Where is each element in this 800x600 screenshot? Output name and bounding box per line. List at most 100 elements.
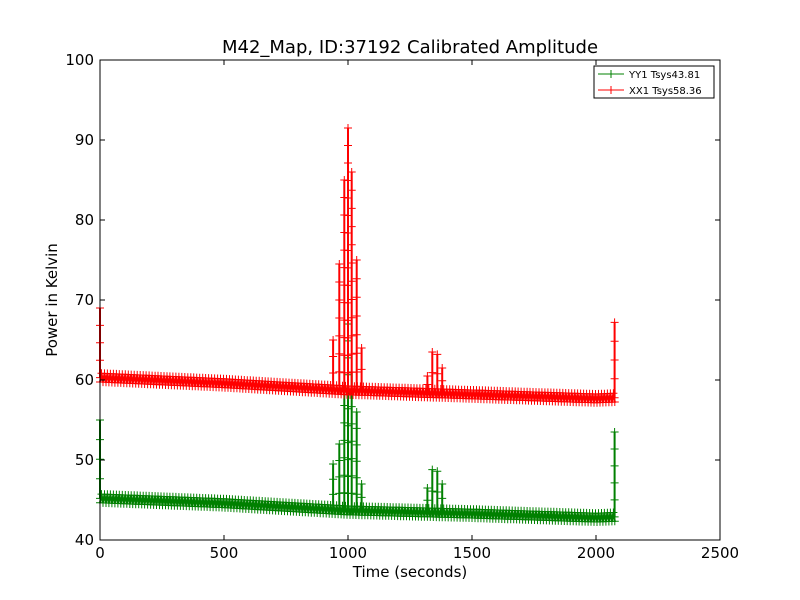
spike-point	[340, 488, 349, 497]
spike-point	[438, 508, 447, 517]
spike-point	[347, 350, 356, 359]
spike-point	[433, 467, 442, 476]
spike-point	[344, 229, 352, 237]
spike-point	[335, 489, 344, 498]
data-point	[609, 508, 618, 517]
spike-point	[610, 478, 619, 487]
spike-point	[347, 437, 356, 446]
spike-point	[347, 454, 356, 463]
y-tick-label: 80	[75, 211, 94, 229]
legend-box	[593, 65, 715, 99]
x-tick-label: 2500	[701, 544, 739, 562]
axis-ticks: 0 500 1000 1500 2000 2500 40 50 60 70 80 90 100	[65, 51, 739, 562]
y-tick-label: 90	[75, 131, 94, 149]
spike-point	[610, 318, 619, 327]
spike-point	[357, 493, 366, 502]
spike-point	[329, 352, 338, 361]
spike-point	[340, 471, 349, 480]
spike-point	[438, 494, 447, 503]
spike-point	[428, 368, 437, 377]
y-axis-label: Power in Kelvin	[43, 243, 61, 357]
spike-point	[433, 350, 442, 359]
x-tick-label: 2000	[577, 544, 615, 562]
spike-point	[335, 472, 344, 481]
spike-point	[610, 445, 619, 453]
y-tick-label: 100	[65, 51, 94, 69]
spike-point	[344, 176, 352, 185]
spike-point	[347, 295, 356, 304]
spike-point	[438, 480, 447, 488]
x-tick-label: 0	[95, 544, 105, 562]
spike-point	[329, 475, 338, 484]
spike-point	[347, 402, 356, 411]
spike-point	[357, 480, 366, 488]
spike-point	[340, 453, 349, 462]
legend-marker	[607, 86, 615, 94]
spike-point	[352, 490, 361, 499]
spike-point	[357, 386, 366, 395]
spike-point	[428, 487, 437, 496]
plot-frame	[99, 59, 721, 541]
spike-point	[352, 408, 361, 416]
spike-point	[352, 473, 361, 482]
spike-point	[335, 456, 344, 465]
data-point	[609, 389, 618, 398]
spike-point	[347, 471, 356, 480]
spike-point	[610, 461, 619, 470]
spike-point	[428, 465, 437, 474]
spike-point	[344, 351, 352, 360]
spike-point	[610, 495, 619, 504]
spike-point	[610, 374, 619, 383]
spike-point	[335, 260, 344, 268]
spike-point	[347, 259, 356, 267]
spike-point	[438, 389, 447, 398]
spike-point	[344, 298, 352, 307]
spike-point	[423, 380, 432, 389]
spike-point	[329, 369, 338, 377]
spike-point	[329, 460, 338, 468]
spike-point	[610, 393, 619, 402]
spike-point	[344, 421, 352, 430]
spike-point	[335, 440, 344, 448]
spike-point	[344, 246, 352, 255]
plot-area	[96, 124, 619, 526]
legend-marker	[607, 70, 615, 78]
spike-point	[347, 331, 356, 340]
spike-point	[347, 168, 356, 176]
spike-point	[438, 364, 447, 372]
spike-point	[347, 313, 356, 322]
spike-point	[357, 506, 366, 515]
spike-point	[352, 330, 361, 339]
spike-point	[423, 484, 432, 492]
spike-point	[335, 349, 344, 358]
spike-point	[329, 336, 338, 344]
spike-point	[433, 369, 442, 378]
spike-point	[344, 455, 352, 464]
spike-point	[344, 159, 352, 167]
spike-point	[433, 488, 442, 496]
spike-point	[335, 296, 344, 304]
spike-point	[344, 368, 352, 377]
spike-point	[357, 365, 366, 374]
spike-point	[344, 211, 352, 220]
spike-point	[344, 141, 352, 150]
spike-point	[329, 490, 338, 499]
spike-point	[347, 240, 356, 249]
spike-point	[335, 331, 344, 340]
spike-point	[335, 367, 344, 376]
spike-point	[610, 428, 619, 436]
spike-point	[352, 293, 361, 302]
spike-point	[423, 372, 432, 380]
spike-point	[344, 194, 352, 202]
x-tick-label: 1500	[453, 544, 491, 562]
spike-point	[352, 274, 361, 283]
y-tick-label: 60	[75, 371, 94, 389]
spike-point	[352, 424, 361, 433]
x-axis-label: Time (seconds)	[352, 563, 468, 581]
spike-point	[423, 496, 432, 505]
spike-point	[347, 204, 356, 213]
spike-point	[344, 404, 352, 413]
spike-point	[347, 186, 356, 195]
spike-point	[610, 512, 619, 521]
